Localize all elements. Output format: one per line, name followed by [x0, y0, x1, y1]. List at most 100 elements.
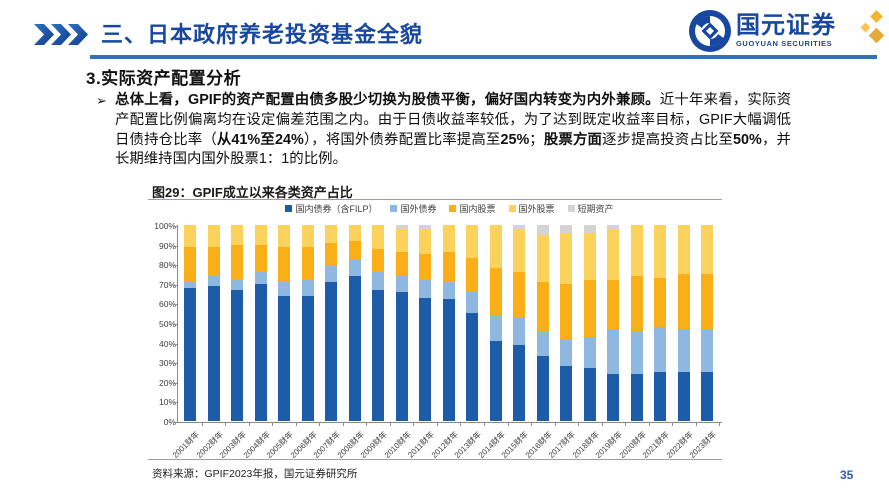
- y-axis-tick: [174, 343, 177, 345]
- y-axis-tick: [174, 402, 177, 404]
- bar-segment: [419, 228, 432, 255]
- bar-segment: [513, 344, 526, 421]
- bar-segment: [254, 244, 267, 273]
- bar-2023财年: [701, 225, 714, 421]
- bar-segment: [395, 275, 408, 292]
- bar-2020财年: [630, 225, 643, 421]
- x-axis-tick: [672, 423, 674, 426]
- x-axis-tick: [201, 423, 203, 426]
- y-axis-tick: [174, 382, 177, 384]
- y-axis-tick: [174, 226, 177, 227]
- x-axis-tick: [719, 423, 721, 426]
- y-axis-tick: [174, 324, 177, 325]
- bar-2006财年: [301, 225, 314, 421]
- company-logo: 国元证券 GUOYUAN SECURITIES: [688, 8, 885, 54]
- figure-divider-top: [148, 199, 722, 200]
- y-axis-tick-label: 30%: [158, 358, 176, 369]
- bar-2001财年: [184, 225, 196, 421]
- header-divider: [90, 55, 877, 59]
- y-axis-tick-label: 90%: [158, 240, 176, 251]
- legend-label: 国外债券: [400, 204, 437, 214]
- bar-segment: [701, 225, 714, 275]
- y-axis-tick-label: 20%: [158, 377, 176, 388]
- bar-segment: [442, 225, 455, 253]
- bar-segment: [231, 279, 244, 290]
- x-axis-tick: [460, 423, 462, 426]
- bar-segment: [301, 295, 314, 421]
- page-number: 35: [840, 468, 854, 482]
- guoyuan-logo-icon: [689, 10, 731, 52]
- x-axis-tick: [366, 423, 368, 426]
- bar-segment: [207, 285, 220, 421]
- y-axis-tick-label: 50%: [158, 319, 176, 329]
- paragraph-segment: 50%: [733, 131, 762, 148]
- legend-swatch-icon: [508, 205, 516, 212]
- bar-2021财年: [654, 225, 667, 421]
- bar-segment: [560, 366, 573, 421]
- x-axis-tick: [436, 423, 438, 426]
- bar-2005财年: [278, 225, 291, 421]
- legend-label: 国内债券（含FILP）: [295, 204, 378, 214]
- bar-segment: [372, 272, 385, 290]
- figure-source: 资料来源：GPIF2023年报，国元证券研究所: [152, 468, 358, 480]
- x-axis-tick: [248, 423, 250, 426]
- legend-item: 国外股票: [508, 202, 555, 215]
- bar-segment: [630, 373, 643, 421]
- bar-segment: [513, 228, 526, 273]
- figure-title: 图29：GPIF成立以来各类资产占比: [152, 185, 353, 200]
- bar-segment: [560, 232, 573, 284]
- bar-segment: [419, 297, 432, 421]
- logo-name-en: GUOYUAN SECURITIES: [736, 39, 833, 49]
- paragraph-segment: 25%: [500, 131, 530, 148]
- y-axis-tick: [174, 265, 177, 267]
- bar-segment: [207, 275, 220, 286]
- y-axis-tick-label: 0%: [163, 417, 176, 427]
- legend-item: 短期资产: [567, 202, 614, 215]
- bar-segment: [231, 289, 244, 421]
- legend-label: 国内股票: [459, 204, 496, 214]
- bar-segment: [489, 315, 502, 341]
- logo-diamonds-icon: [860, 10, 885, 44]
- stacked-bar-chart: 0% 10% 20% 30% 40% 50% 60% 70% 80% 90% 100% 2001财年 2…: [154, 221, 722, 460]
- legend-swatch-icon: [390, 205, 398, 212]
- bar-segment: [419, 225, 432, 229]
- bar-segment: [254, 283, 267, 421]
- bar-segment: [372, 248, 385, 273]
- bar-segment: [583, 225, 596, 233]
- x-axis-tick: [484, 423, 485, 426]
- bar-segment: [278, 295, 291, 421]
- x-axis-tick: [625, 423, 627, 426]
- legend-swatch-icon: [449, 205, 457, 212]
- x-axis-tick: [554, 423, 556, 426]
- bar-segment: [325, 225, 338, 243]
- bar-segment: [348, 275, 361, 421]
- legend-label: 短期资产: [577, 204, 614, 214]
- bar-segment: [325, 242, 338, 267]
- bar-2010财年: [395, 225, 408, 421]
- bar-segment: [348, 260, 361, 276]
- bar-segment: [701, 274, 714, 329]
- x-axis-line: [177, 422, 722, 423]
- bar-segment: [654, 372, 667, 421]
- bar-segment: [301, 225, 314, 247]
- bar-2022财年: [677, 225, 690, 421]
- legend-swatch-icon: [567, 205, 575, 212]
- bar-segment: [207, 225, 220, 247]
- bar-segment: [489, 268, 502, 316]
- x-axis-tick: [342, 423, 344, 426]
- legend-item: 国内股票: [449, 202, 496, 215]
- paragraph-segment: ；: [529, 131, 544, 148]
- x-axis-tick: [695, 423, 697, 426]
- bar-segment: [536, 281, 549, 331]
- bar-segment: [630, 330, 643, 374]
- bar-segment: [630, 225, 643, 276]
- bar-2016财年: [536, 225, 549, 421]
- bar-2003财年: [231, 225, 244, 421]
- y-axis-tick: [174, 363, 177, 365]
- bar-segment: [278, 246, 291, 282]
- paragraph-segment: ），将国外债券配置比率提高至: [303, 131, 501, 148]
- bar-segment: [372, 289, 385, 421]
- bullet-arrow-icon: ➢: [96, 93, 107, 108]
- y-axis-tick-label: 100%: [154, 221, 176, 231]
